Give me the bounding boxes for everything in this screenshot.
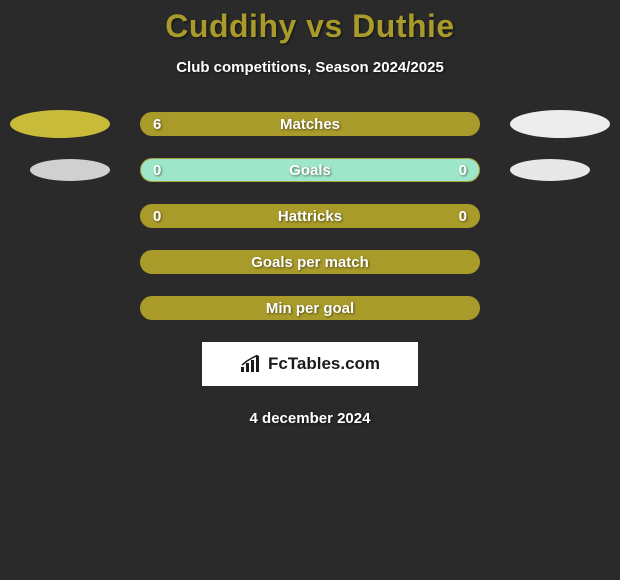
stat-bar: 0 0Hattricks (140, 204, 480, 228)
stat-label: Hattricks (141, 205, 479, 227)
stat-value-right: 0 (447, 205, 479, 227)
stat-row: 0 0Hattricks (0, 204, 620, 228)
stat-value-left: 0 (141, 159, 173, 181)
stat-bar: 6Matches (140, 112, 480, 136)
stat-value-left: 6 (141, 113, 173, 135)
chart-icon (240, 355, 262, 373)
stat-row: Min per goal (0, 296, 620, 320)
logo-box[interactable]: FcTables.com (202, 342, 418, 386)
player-right-ellipse (510, 159, 590, 181)
stat-row: Goals per match (0, 250, 620, 274)
stat-value-right: 0 (447, 159, 479, 181)
player-right-ellipse (510, 110, 610, 138)
stat-label: Min per goal (141, 297, 479, 319)
stat-row: 6Matches (0, 112, 620, 136)
player-left-ellipse (10, 110, 110, 138)
date-label: 4 december 2024 (0, 410, 620, 427)
player-left-ellipse (30, 159, 110, 181)
stat-label: Goals (141, 159, 479, 181)
widget-container: Cuddihy vs Duthie Club competitions, Sea… (0, 0, 620, 427)
stat-rows: 6Matches00Goals00HattricksGoals per matc… (0, 112, 620, 320)
stat-value-left: 0 (141, 205, 173, 227)
stat-row: 0 0Goals (0, 158, 620, 182)
stat-label: Goals per match (141, 251, 479, 273)
stat-bar: Goals per match (140, 250, 480, 274)
logo-text: FcTables.com (268, 354, 380, 374)
stat-bar: Min per goal (140, 296, 480, 320)
stat-bar: 0 0Goals (140, 158, 480, 182)
bar-fill-left (141, 113, 479, 135)
page-title: Cuddihy vs Duthie (0, 8, 620, 45)
subtitle: Club competitions, Season 2024/2025 (0, 59, 620, 76)
